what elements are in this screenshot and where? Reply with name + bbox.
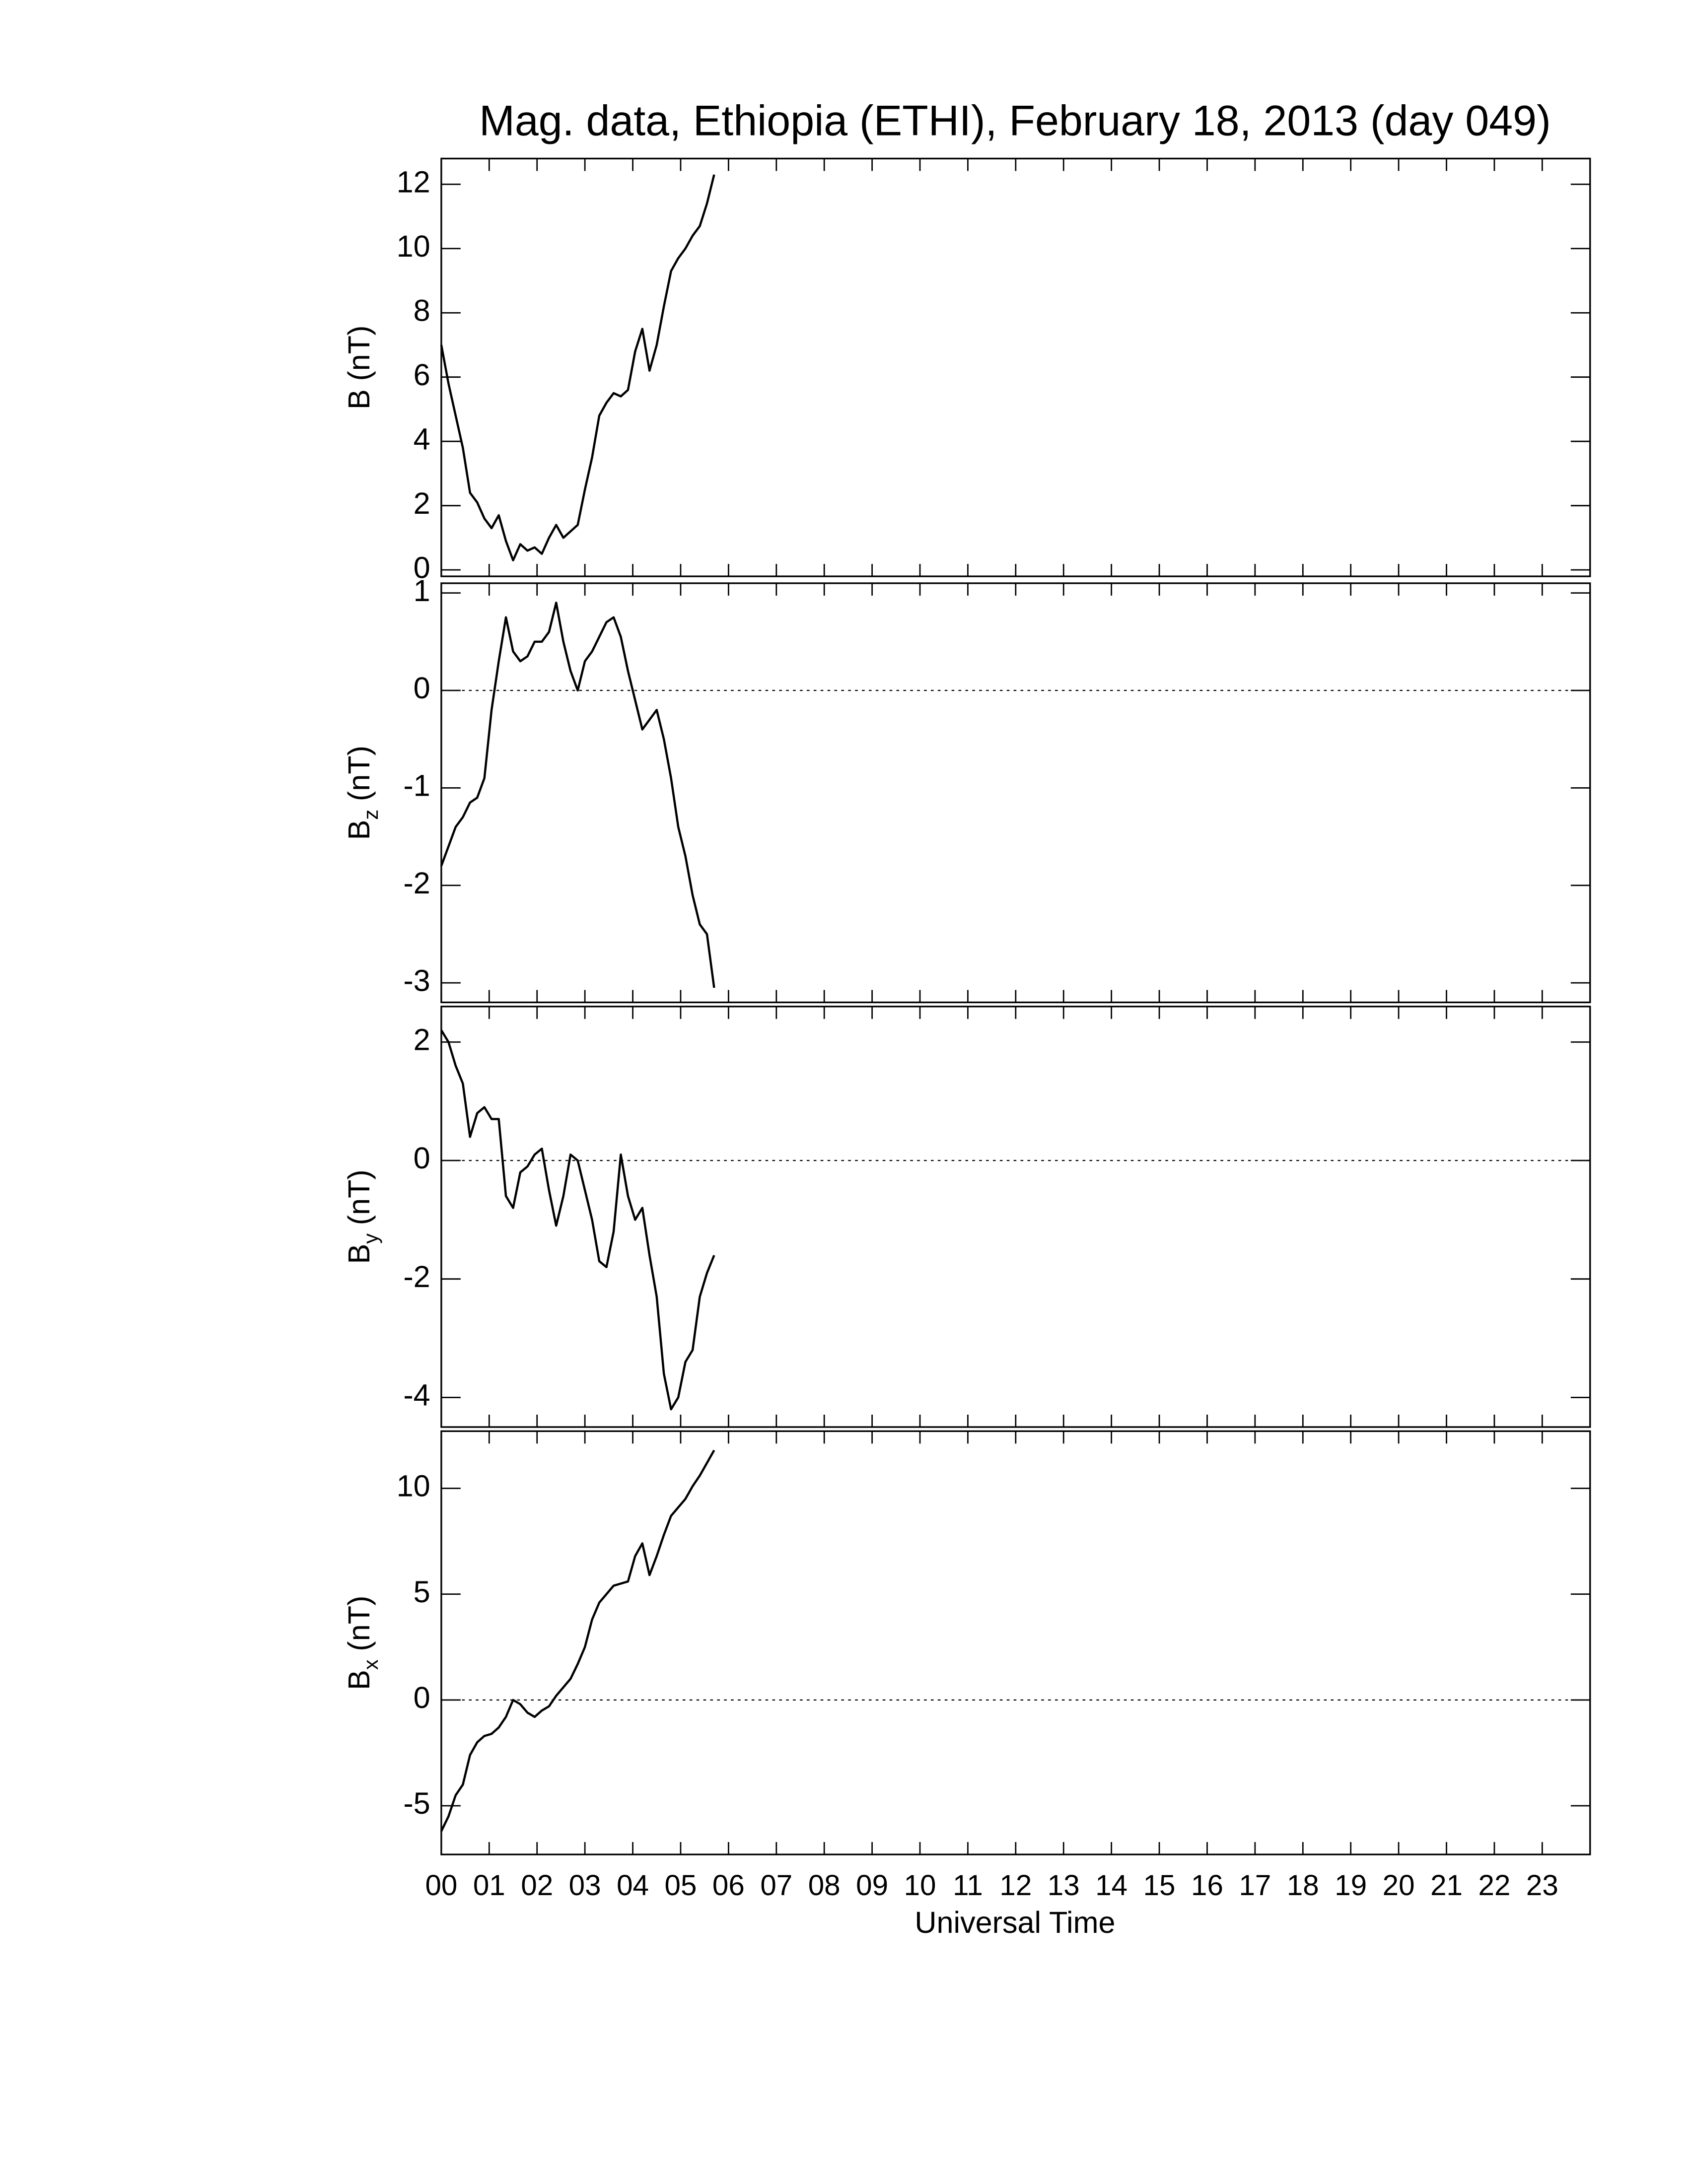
x-tick-label: 17 xyxy=(1239,1869,1271,1902)
x-tick-label: 16 xyxy=(1191,1869,1223,1902)
y-axis-label: Bx (nT) xyxy=(342,1596,382,1690)
x-tick-label: 20 xyxy=(1383,1869,1415,1902)
x-tick-label: 09 xyxy=(856,1869,888,1902)
x-tick-label: 18 xyxy=(1287,1869,1319,1902)
y-tick-label: 10 xyxy=(397,1469,430,1503)
x-tick-label: 00 xyxy=(425,1869,457,1902)
x-tick-label: 01 xyxy=(473,1869,505,1902)
y-axis-label-unit: (nT) xyxy=(342,1169,376,1225)
y-tick-label: 1 xyxy=(414,574,430,608)
data-line xyxy=(440,602,715,988)
y-tick-label: 6 xyxy=(414,358,430,392)
y-axis-label: By (nT) xyxy=(342,1169,382,1264)
y-tick-label: -5 xyxy=(403,1786,430,1820)
y-tick-label: 2 xyxy=(414,1023,430,1057)
x-tick-label: 19 xyxy=(1335,1869,1367,1902)
y-tick-label: 4 xyxy=(414,422,430,456)
y-axis-label-main: B xyxy=(342,820,376,840)
y-axis-label-main: B xyxy=(342,1244,376,1264)
y-axis-label-main: B xyxy=(342,389,376,410)
y-axis-label: Bz (nT) xyxy=(342,746,382,840)
y-tick-label: -3 xyxy=(403,963,430,997)
y-tick-label: 0 xyxy=(414,671,430,705)
y-axis-label-unit: (nT) xyxy=(342,746,376,801)
y-axis-label-subscript: z xyxy=(359,810,382,820)
y-tick-label: 0 xyxy=(414,1141,430,1175)
data-line xyxy=(440,174,715,561)
y-tick-label: 0 xyxy=(414,1681,430,1714)
y-axis-label-subscript: x xyxy=(359,1659,382,1670)
x-tick-label: 11 xyxy=(953,1869,983,1902)
y-tick-label: -4 xyxy=(403,1378,430,1412)
y-tick-label: -2 xyxy=(403,866,430,900)
y-axis-label-unit: (nT) xyxy=(342,326,376,381)
y-tick-label: 5 xyxy=(414,1575,430,1609)
x-tick-label: 04 xyxy=(617,1869,649,1902)
y-tick-label: 2 xyxy=(414,486,430,520)
data-line xyxy=(440,1029,715,1411)
x-tick-label: 03 xyxy=(569,1869,601,1902)
y-tick-label: -1 xyxy=(403,769,430,803)
x-tick-label: 14 xyxy=(1095,1869,1127,1902)
y-tick-label: 10 xyxy=(397,229,430,263)
y-tick-label: -2 xyxy=(403,1260,430,1294)
x-tick-label: 13 xyxy=(1048,1869,1080,1902)
chart-title: Mag. data, Ethiopia (ETHI), February 18,… xyxy=(479,97,1551,145)
x-tick-label: 07 xyxy=(760,1869,792,1902)
x-tick-label: 10 xyxy=(904,1869,936,1902)
y-tick-label: 0 xyxy=(414,550,430,584)
x-tick-label: 08 xyxy=(808,1869,841,1902)
x-tick-label: 22 xyxy=(1478,1869,1511,1902)
x-tick-label: 23 xyxy=(1526,1869,1558,1902)
y-axis-label-subscript: y xyxy=(359,1233,382,1244)
y-axis-label: B (nT) xyxy=(342,326,376,410)
y-tick-label: 12 xyxy=(397,165,430,199)
x-tick-label: 15 xyxy=(1143,1869,1176,1902)
y-axis-label-unit: (nT) xyxy=(342,1596,376,1651)
x-tick-label: 06 xyxy=(712,1869,745,1902)
x-tick-label: 02 xyxy=(521,1869,553,1902)
y-axis-label-main: B xyxy=(342,1670,376,1690)
x-tick-label: 05 xyxy=(665,1869,697,1902)
x-axis-label: Universal Time xyxy=(914,1906,1115,1939)
x-tick-label: 21 xyxy=(1430,1869,1463,1902)
x-tick-label: 12 xyxy=(999,1869,1032,1902)
data-line xyxy=(440,1449,715,1832)
y-tick-label: 8 xyxy=(414,293,430,327)
